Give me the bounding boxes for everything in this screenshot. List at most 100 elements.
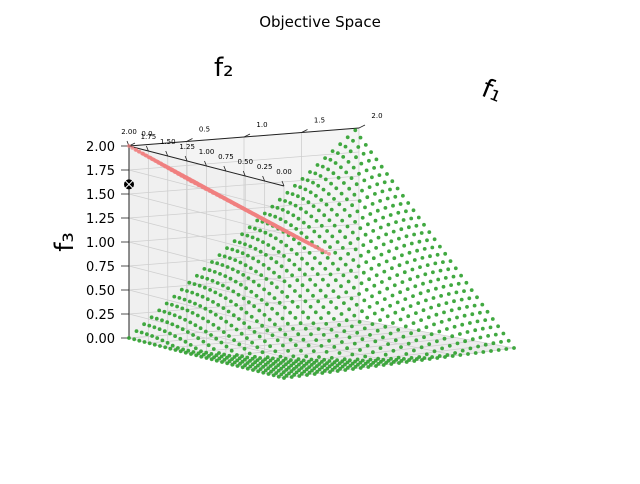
dominated-point xyxy=(317,246,322,251)
pareto-point xyxy=(284,373,289,378)
pareto-point xyxy=(261,365,265,369)
pareto-point xyxy=(215,261,220,266)
pareto-point xyxy=(304,367,309,372)
pareto-point xyxy=(320,164,325,169)
pareto-point xyxy=(311,321,316,326)
pareto-point xyxy=(373,218,378,223)
pareto-point xyxy=(253,226,257,231)
pareto-point xyxy=(321,277,325,282)
pareto-point xyxy=(372,311,377,316)
pareto-point xyxy=(206,343,211,348)
pareto-point xyxy=(504,347,509,351)
pareto-point xyxy=(240,232,245,237)
pareto-point xyxy=(293,316,298,320)
pareto-point xyxy=(183,339,188,344)
pareto-point xyxy=(366,365,371,369)
pareto-point xyxy=(256,259,261,264)
pareto-point xyxy=(499,340,503,344)
pareto-point xyxy=(226,286,231,291)
dominated-point xyxy=(261,217,265,222)
pareto-point xyxy=(229,348,234,353)
pareto-point xyxy=(296,216,301,221)
pareto-point xyxy=(255,237,260,242)
pareto-point xyxy=(273,359,278,364)
pareto-point xyxy=(496,324,500,329)
pareto-point xyxy=(154,316,159,321)
y-tick-label: 0.25 xyxy=(257,163,273,171)
pareto-point xyxy=(411,294,415,298)
pareto-point xyxy=(457,306,462,311)
pareto-point xyxy=(274,260,279,265)
pareto-point xyxy=(269,281,274,285)
pareto-point xyxy=(186,348,191,353)
pareto-point xyxy=(176,346,180,350)
pareto-point xyxy=(336,295,341,299)
pareto-point xyxy=(254,293,259,298)
dominated-point xyxy=(144,153,149,158)
pareto-point xyxy=(369,239,373,244)
pareto-point xyxy=(483,342,488,347)
pareto-point xyxy=(290,273,294,278)
pareto-point xyxy=(391,321,395,325)
pareto-point xyxy=(424,298,428,303)
pareto-point xyxy=(333,161,338,165)
pareto-point xyxy=(228,256,232,260)
pareto-point xyxy=(139,330,144,335)
pareto-point xyxy=(231,313,236,318)
pareto-point xyxy=(396,210,401,215)
pareto-point xyxy=(239,306,244,311)
pareto-point xyxy=(235,249,240,254)
pareto-point xyxy=(342,181,346,185)
pareto-point xyxy=(286,210,290,215)
pareto-point xyxy=(175,304,180,309)
pareto-point xyxy=(330,149,335,154)
pareto-point xyxy=(303,272,307,277)
pareto-point xyxy=(285,321,290,326)
pareto-point xyxy=(324,202,329,207)
pareto-point xyxy=(469,288,474,292)
dominated-point xyxy=(141,152,146,156)
pareto-point xyxy=(287,371,291,376)
pareto-point xyxy=(280,290,284,294)
pareto-point xyxy=(196,336,201,341)
pareto-point xyxy=(343,235,348,240)
pareto-point xyxy=(296,357,301,362)
pareto-point xyxy=(275,206,280,210)
pareto-point xyxy=(418,291,423,296)
pareto-point xyxy=(361,243,366,248)
pareto-point xyxy=(466,352,470,356)
pareto-point xyxy=(199,354,204,359)
pareto-point xyxy=(286,365,291,370)
pareto-point xyxy=(240,354,245,359)
pareto-point xyxy=(363,205,367,210)
y-tick-label: 0.75 xyxy=(218,153,234,161)
pareto-point xyxy=(354,155,358,160)
pareto-point xyxy=(212,270,217,274)
pareto-point xyxy=(353,247,358,252)
pareto-point xyxy=(328,157,333,162)
pareto-point xyxy=(268,344,272,349)
pareto-point xyxy=(200,294,205,299)
pareto-point xyxy=(309,214,314,219)
pareto-point xyxy=(462,289,466,293)
y-tick xyxy=(146,145,149,152)
pareto-point xyxy=(170,343,175,348)
pareto-point xyxy=(188,343,193,347)
pareto-point xyxy=(309,357,314,362)
pareto-point xyxy=(160,338,165,343)
pareto-point xyxy=(445,353,450,357)
pareto-point xyxy=(319,198,324,202)
pareto-point xyxy=(316,327,321,331)
pareto-point xyxy=(393,338,398,343)
pareto-point xyxy=(340,340,344,344)
pareto-point xyxy=(278,217,283,222)
pareto-point xyxy=(413,284,418,289)
dominated-point xyxy=(221,195,226,200)
pareto-point xyxy=(339,312,344,316)
pareto-point xyxy=(454,290,459,295)
grid-line xyxy=(128,175,360,195)
pareto-point xyxy=(315,369,319,374)
pareto-point xyxy=(283,220,288,224)
pareto-point xyxy=(346,279,351,284)
pareto-point xyxy=(270,204,275,209)
